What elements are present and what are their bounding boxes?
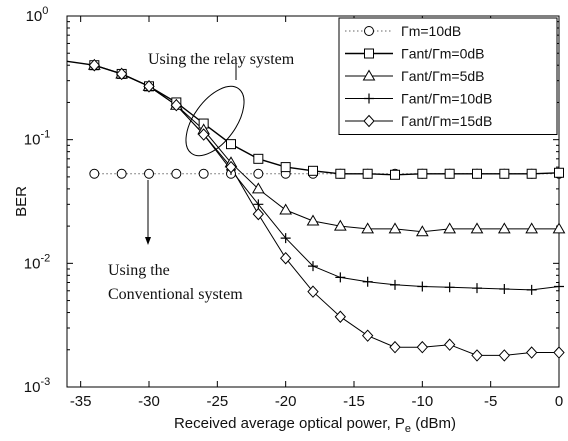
data-point-plus [308, 261, 318, 272]
data-point-triangle [443, 222, 457, 234]
data-point-square [335, 168, 346, 179]
data-point-diamond [115, 67, 128, 81]
legend-marker-circle [364, 26, 374, 36]
x-tick-label: -15 [343, 393, 365, 410]
data-point-plus [335, 272, 346, 283]
data-point-square [226, 139, 236, 150]
data-point-diamond [170, 98, 183, 112]
data-point-triangle [415, 225, 429, 237]
data-point-diamond [498, 349, 511, 362]
x-tick-label: -5 [484, 393, 497, 410]
data-point-square [253, 153, 264, 164]
data-point-plus [444, 282, 455, 293]
y-tick-label: 10-1 [24, 129, 50, 149]
data-point-square [444, 168, 455, 179]
legend-label: Γm=10dB [401, 23, 461, 39]
data-point-plus [554, 281, 564, 292]
data-point-plus [526, 284, 537, 295]
legend-marker-diamond [363, 114, 375, 128]
legend-marker-square [364, 48, 374, 59]
x-tick-label: -25 [206, 393, 228, 410]
data-point-square [526, 168, 537, 179]
annotation-conventional-line: Using the [108, 262, 170, 279]
data-point-circle [253, 168, 264, 179]
data-point-diamond [361, 329, 374, 342]
data-point-triangle [497, 222, 511, 234]
data-point-plus [472, 283, 482, 294]
annotation-conventional-line: Conventional system [108, 286, 243, 303]
x-tick-label: -10 [411, 393, 433, 410]
data-point-triangle [552, 222, 566, 234]
data-point-diamond [197, 128, 210, 141]
data-point-square [554, 167, 564, 178]
data-point-diamond [279, 251, 292, 265]
y-axis-label: BER [13, 186, 30, 217]
annotation-relay: Using the relay system [148, 51, 295, 68]
x-tick-label: 0 [555, 393, 563, 410]
data-point-diamond [525, 346, 538, 359]
data-point-triangle [525, 222, 539, 234]
data-point-triangle [470, 222, 484, 234]
data-point-triangle [306, 214, 320, 226]
y-tick-label: 10-2 [24, 252, 50, 272]
conventional-arrow-head [145, 237, 151, 245]
x-tick-label: -30 [138, 393, 160, 410]
data-point-square [417, 168, 428, 179]
data-point-triangle [333, 219, 347, 231]
data-point-square [472, 168, 482, 179]
y-tick-label: 10-3 [24, 376, 50, 396]
data-point-triangle [279, 203, 293, 215]
legend-label: Γant/Γm=10dB [401, 91, 492, 107]
legend-label: Γant/Γm=15dB [401, 113, 492, 129]
data-point-square [499, 168, 510, 179]
data-point-square [390, 169, 400, 180]
data-point-diamond [389, 340, 401, 354]
data-point-triangle [388, 222, 402, 234]
data-point-diamond [443, 338, 456, 351]
data-point-diamond [143, 80, 155, 93]
legend-marker-plus [364, 93, 374, 104]
data-point-diamond [334, 310, 347, 323]
relay-ellipse [185, 85, 245, 157]
legend-label: Γant/Γm=0dB [401, 46, 485, 62]
legend-marker-triangle [362, 69, 376, 81]
data-point-circle [198, 168, 209, 179]
data-point-circle [89, 168, 100, 179]
data-point-plus [253, 199, 264, 210]
y-tick-label: 100 [26, 5, 49, 25]
data-point-diamond [471, 349, 483, 362]
x-tick-label: -35 [70, 393, 92, 410]
data-point-circle [116, 168, 127, 179]
data-point-square [308, 165, 318, 176]
legend-label: Γant/Γm=5dB [401, 68, 485, 84]
data-point-plus [499, 284, 510, 295]
data-point-diamond [225, 160, 237, 174]
data-point-triangle [361, 222, 375, 234]
data-point-square [362, 168, 373, 179]
data-point-diamond [252, 207, 265, 221]
plot-area-frame [66, 15, 560, 388]
data-point-plus [280, 233, 291, 244]
data-point-circle [171, 168, 182, 179]
data-point-square [280, 162, 291, 173]
data-point-circle [144, 168, 154, 179]
data-point-plus [362, 276, 373, 287]
data-point-plus [390, 279, 400, 290]
data-point-plus [417, 281, 428, 292]
x-axis-label: Received average optical power, Pe (dBm) [174, 415, 456, 435]
data-point-diamond [88, 58, 101, 72]
data-point-diamond [307, 285, 319, 298]
data-point-diamond [553, 346, 565, 359]
data-point-diamond [416, 340, 429, 354]
data-point-triangle [251, 182, 265, 194]
x-tick-label: -20 [275, 393, 297, 410]
